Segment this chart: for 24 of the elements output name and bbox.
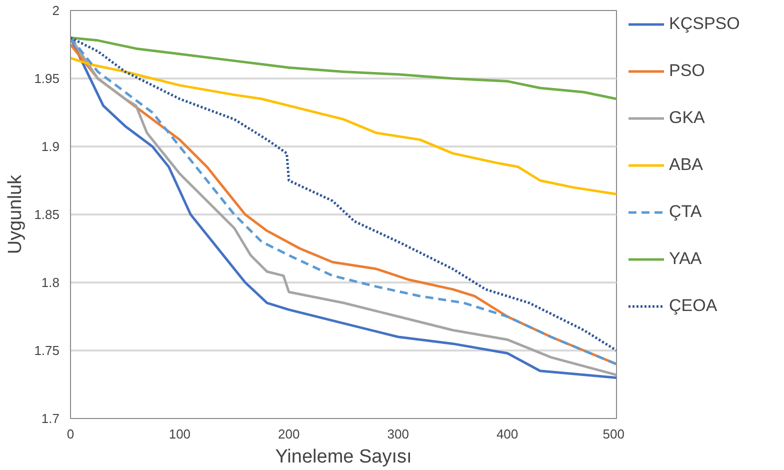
legend-label: YAA (669, 249, 702, 269)
legend-label: ABA (669, 155, 704, 175)
legend-label: GKA (669, 108, 705, 128)
x-tick-label: 400 (496, 426, 518, 442)
y-tick-label: 1.95 (34, 71, 60, 86)
legend-label: KÇSPSO (669, 14, 740, 34)
y-axis-title: Uygunluk (5, 174, 26, 254)
x-tick-label: 300 (387, 426, 409, 442)
line-series (70, 56, 616, 196)
y-tick-label: 2 (52, 3, 60, 18)
x-axis-title: Yineleme Sayısı (275, 446, 412, 468)
y-tick-label: 1.8 (41, 275, 60, 290)
legend-label: PSO (669, 61, 705, 81)
y-tick-label: 1.85 (34, 207, 60, 222)
x-tick-label: 100 (168, 426, 191, 442)
x-tick-label: 0 (66, 426, 74, 442)
y-tick-label: 1.9 (41, 139, 60, 154)
legend-label: ÇEOA (669, 296, 718, 316)
line-series (70, 36, 616, 100)
legend-label: ÇTA (669, 202, 702, 222)
x-tick-label: 200 (278, 426, 300, 442)
y-tick-label: 1.75 (34, 343, 60, 358)
y-tick-label: 1.7 (41, 411, 60, 426)
x-tick-label: 500 (602, 426, 625, 442)
